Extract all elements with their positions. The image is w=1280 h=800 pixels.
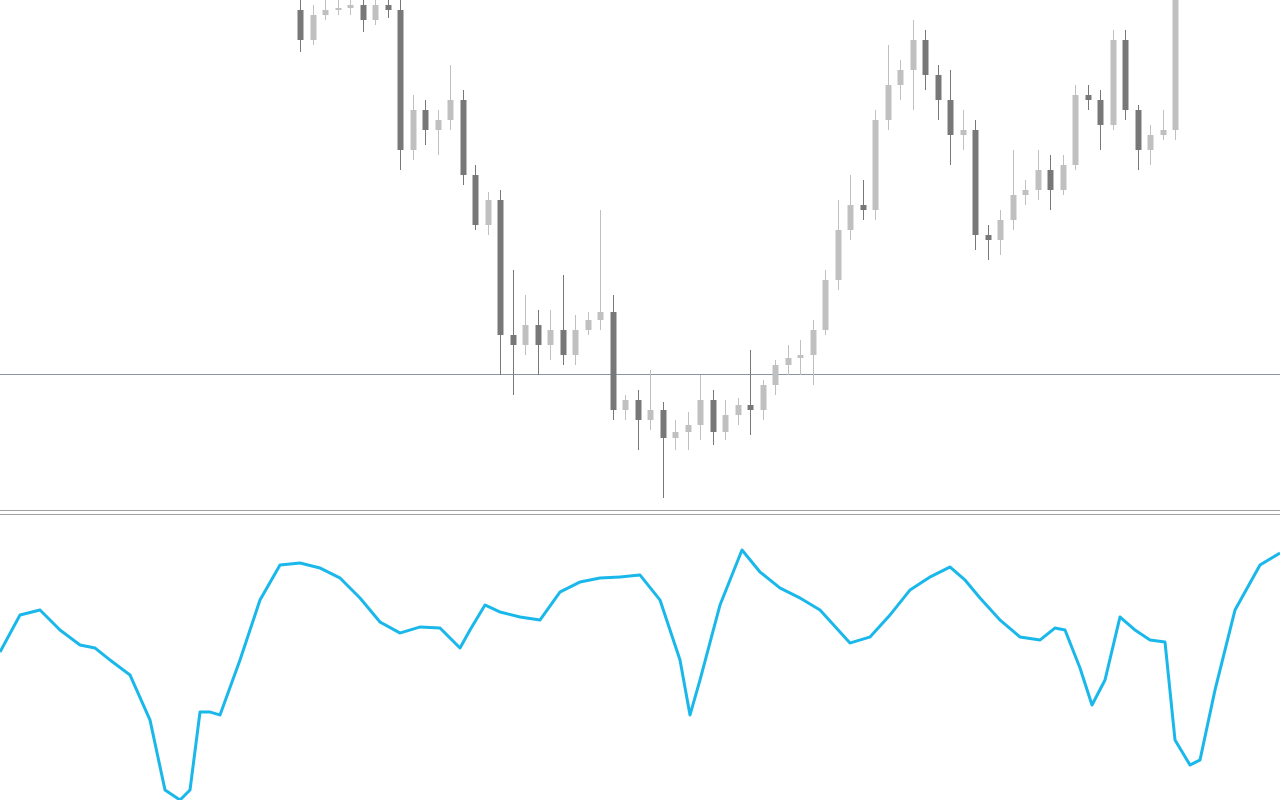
candle-body [1035, 170, 1042, 190]
candle-body [922, 40, 929, 75]
candle-body [1110, 40, 1117, 125]
candle-body [1072, 95, 1079, 165]
candle-body [710, 400, 717, 432]
candle-body [685, 425, 692, 432]
candle-body [947, 100, 954, 135]
candle-body [735, 405, 742, 415]
candle-body [410, 110, 417, 150]
candle-body [535, 325, 542, 345]
candle-body [810, 330, 817, 355]
candle-body [985, 235, 992, 240]
candle-body [422, 110, 429, 130]
candle-body [885, 85, 892, 120]
candle-body [647, 410, 654, 420]
candle-body [1047, 170, 1054, 190]
candle-body [972, 130, 979, 235]
candle-body [572, 330, 579, 355]
candle-body [747, 405, 754, 410]
candle-body [847, 205, 854, 230]
candle-body [322, 10, 329, 15]
candle-body [697, 400, 704, 425]
candle-body [1097, 100, 1104, 125]
candle-body [835, 230, 842, 280]
candle-body [610, 312, 617, 410]
candle-body [1160, 130, 1167, 135]
candle-body [797, 355, 804, 358]
candle-body [1122, 40, 1129, 110]
candle-body [772, 365, 779, 385]
candle-body [1085, 95, 1092, 100]
candle-body [872, 120, 879, 210]
candle-body [397, 10, 404, 150]
candle-body [585, 320, 592, 330]
candle-body [672, 432, 679, 438]
oscillator-line [0, 548, 1280, 800]
candle-body [522, 325, 529, 345]
candle-body [447, 100, 454, 120]
candle-body [760, 385, 767, 410]
candle-body [1060, 165, 1067, 190]
candle-body [497, 200, 504, 335]
candle-body [597, 312, 604, 320]
candle-body [960, 130, 967, 135]
candle-body [372, 5, 379, 20]
candle-body [1135, 110, 1142, 150]
candle-body [347, 5, 354, 8]
candle-body [335, 8, 342, 10]
candle-body [510, 335, 517, 345]
candle-body [897, 70, 904, 85]
candle-body [997, 220, 1004, 240]
candle-body [560, 330, 567, 355]
candle-body [472, 175, 479, 225]
candle-body [622, 400, 629, 410]
candle-body [297, 10, 304, 40]
candle-body [1010, 195, 1017, 220]
candle-body [1022, 190, 1029, 195]
candle-body [660, 410, 667, 438]
candle-body [635, 400, 642, 420]
candle-body [822, 280, 829, 330]
candle-body [722, 415, 729, 432]
candle-body [910, 40, 917, 70]
candle-body [310, 15, 317, 40]
candle-body [360, 5, 367, 20]
candle-body [1147, 135, 1154, 150]
candle-body [485, 200, 492, 225]
oscillator-panel [0, 548, 1280, 800]
candle-body [785, 358, 792, 365]
candle-body [460, 100, 467, 175]
price-panel [0, 0, 1280, 498]
candle-body [547, 330, 554, 345]
candle-body [935, 75, 942, 100]
candle-body [1172, 0, 1179, 130]
candle-body [385, 5, 392, 10]
candle-body [435, 120, 442, 130]
candle-body [860, 205, 867, 210]
